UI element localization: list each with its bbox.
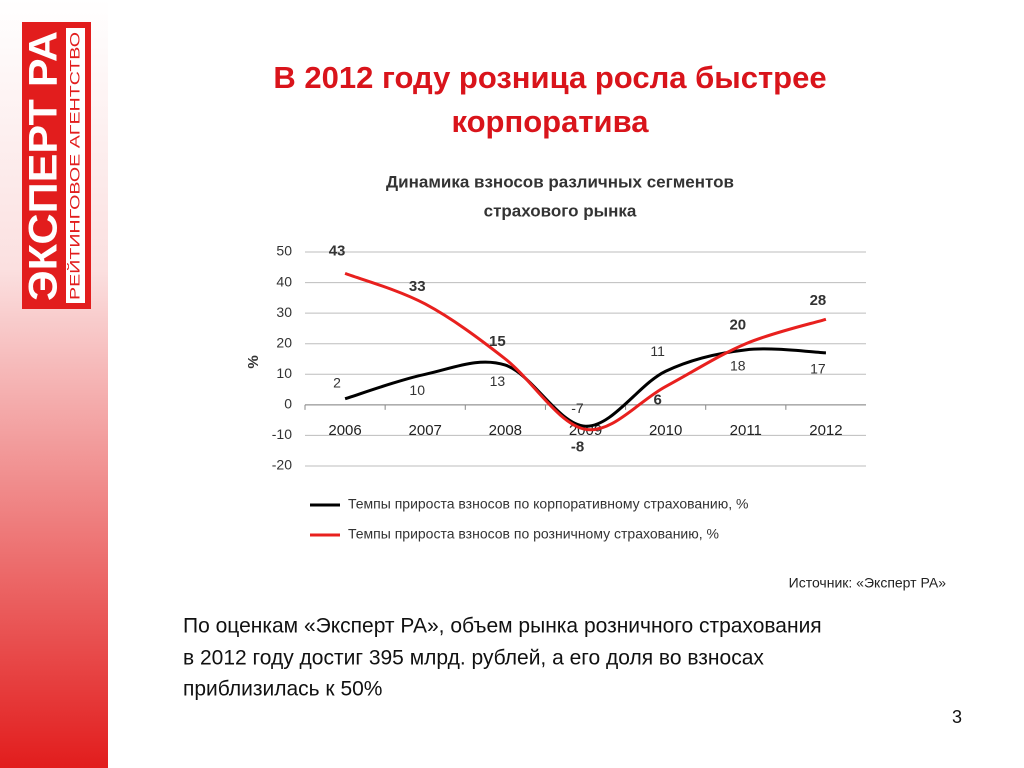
data-label: 18 bbox=[730, 358, 746, 374]
series-line bbox=[344, 271, 827, 432]
page-number: 3 bbox=[952, 707, 962, 727]
y-tick-label: -20 bbox=[272, 457, 292, 473]
data-label: 20 bbox=[729, 317, 746, 334]
y-tick-label: 10 bbox=[276, 365, 292, 381]
data-label: 28 bbox=[810, 292, 827, 309]
x-tick-label: 2006 bbox=[328, 422, 361, 439]
chart-title: страхового рынка bbox=[484, 201, 637, 220]
data-label: 13 bbox=[490, 373, 506, 389]
body-text: в 2012 году достиг 395 млрд. рублей, а е… bbox=[183, 647, 764, 670]
body-text: приблизилась к 50% bbox=[183, 678, 382, 701]
logo-name: ЭКСПЕРТ РА bbox=[22, 31, 66, 301]
series-line bbox=[344, 347, 826, 428]
x-tick-label: 2010 bbox=[649, 422, 682, 439]
y-tick-label: 20 bbox=[276, 334, 292, 350]
body-text: По оценкам «Эксперт РА», объем рынка роз… bbox=[183, 615, 822, 638]
data-label: 10 bbox=[409, 382, 425, 398]
y-tick-label: 0 bbox=[284, 396, 292, 412]
data-label: 15 bbox=[489, 333, 506, 350]
x-tick-label: 2007 bbox=[409, 422, 442, 439]
data-label: -7 bbox=[571, 400, 584, 416]
x-tick-label: 2008 bbox=[489, 422, 522, 439]
legend-label: Темпы прироста взносов по розничному стр… bbox=[348, 526, 719, 542]
chart-title: Динамика взносов различных сегментов bbox=[386, 172, 734, 191]
data-label: 17 bbox=[810, 361, 826, 377]
logo-tagline: РЕЙТИНГОВОЕ АГЕНТСТВО bbox=[66, 32, 83, 300]
data-label: 43 bbox=[329, 242, 346, 259]
x-tick-label: 2012 bbox=[809, 422, 842, 439]
data-label: 33 bbox=[409, 278, 426, 295]
slide-title: корпоратива bbox=[452, 104, 650, 139]
y-tick-label: 50 bbox=[276, 243, 292, 259]
y-tick-label: -10 bbox=[272, 426, 292, 442]
data-label: 11 bbox=[650, 343, 665, 359]
slide-title: В 2012 году розница росла быстрее bbox=[273, 60, 826, 95]
y-tick-label: 30 bbox=[276, 304, 292, 320]
data-label: 6 bbox=[653, 391, 661, 408]
y-axis-label: % bbox=[245, 355, 262, 368]
data-label: 2 bbox=[333, 374, 341, 390]
data-label: -8 bbox=[571, 438, 584, 455]
x-tick-label: 2011 bbox=[730, 422, 762, 439]
legend-label: Темпы прироста взносов по корпоративному… bbox=[348, 496, 748, 512]
source: Источник: «Эксперт РА» bbox=[789, 575, 947, 591]
logo-band bbox=[66, 28, 85, 303]
y-tick-label: 40 bbox=[276, 273, 292, 289]
